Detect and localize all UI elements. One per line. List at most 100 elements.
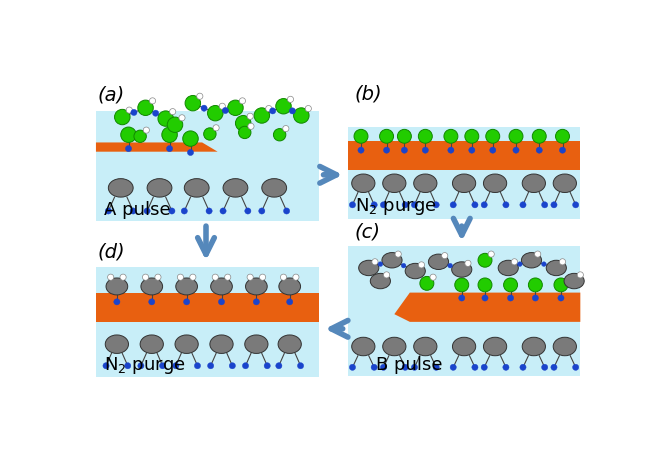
Circle shape	[354, 129, 368, 143]
Ellipse shape	[370, 274, 390, 289]
Text: (d): (d)	[98, 242, 125, 261]
Circle shape	[283, 126, 289, 132]
Circle shape	[197, 93, 203, 99]
Polygon shape	[96, 142, 218, 152]
Circle shape	[459, 295, 465, 301]
Circle shape	[243, 363, 249, 369]
Text: (a): (a)	[98, 85, 125, 104]
Circle shape	[239, 98, 245, 104]
Circle shape	[173, 363, 179, 369]
Circle shape	[560, 147, 565, 153]
Ellipse shape	[223, 179, 248, 197]
Ellipse shape	[483, 174, 506, 193]
Circle shape	[532, 129, 546, 143]
Circle shape	[276, 363, 282, 369]
Ellipse shape	[522, 174, 545, 193]
Circle shape	[108, 274, 113, 280]
Circle shape	[144, 208, 150, 214]
Text: N$_2$ purge: N$_2$ purge	[355, 196, 436, 217]
Circle shape	[283, 208, 290, 214]
Circle shape	[212, 274, 218, 280]
Circle shape	[372, 259, 378, 265]
Circle shape	[554, 278, 568, 292]
Circle shape	[402, 202, 408, 208]
Circle shape	[535, 251, 541, 257]
Ellipse shape	[141, 278, 163, 295]
Circle shape	[276, 98, 291, 114]
Circle shape	[130, 208, 136, 214]
Ellipse shape	[414, 337, 437, 356]
Circle shape	[218, 299, 224, 305]
Circle shape	[293, 274, 299, 280]
Circle shape	[219, 103, 226, 109]
Circle shape	[253, 299, 260, 305]
Circle shape	[125, 146, 132, 152]
Circle shape	[120, 274, 126, 280]
Circle shape	[183, 131, 198, 146]
Ellipse shape	[210, 335, 233, 353]
Circle shape	[481, 202, 487, 208]
Circle shape	[350, 364, 356, 371]
Bar	[96, 292, 319, 322]
Circle shape	[465, 129, 479, 143]
Ellipse shape	[483, 337, 506, 356]
Circle shape	[190, 274, 196, 280]
Circle shape	[401, 263, 406, 268]
Circle shape	[384, 272, 390, 278]
Circle shape	[441, 253, 448, 259]
Circle shape	[294, 108, 309, 123]
Circle shape	[220, 208, 226, 214]
Circle shape	[444, 129, 458, 143]
Circle shape	[236, 116, 251, 131]
Ellipse shape	[278, 335, 301, 353]
Ellipse shape	[452, 262, 472, 277]
Circle shape	[551, 202, 557, 208]
Text: A pulse: A pulse	[104, 201, 171, 219]
Ellipse shape	[105, 335, 129, 353]
Circle shape	[551, 364, 557, 371]
Circle shape	[433, 202, 440, 208]
Circle shape	[239, 126, 251, 139]
Circle shape	[560, 259, 565, 265]
Circle shape	[207, 105, 223, 121]
Circle shape	[153, 110, 159, 116]
Circle shape	[419, 129, 432, 143]
Circle shape	[150, 98, 155, 104]
Circle shape	[508, 295, 514, 301]
Circle shape	[213, 125, 219, 131]
Circle shape	[384, 147, 390, 153]
Circle shape	[573, 364, 579, 371]
Circle shape	[482, 295, 488, 301]
Circle shape	[142, 274, 149, 280]
Circle shape	[450, 202, 457, 208]
Circle shape	[378, 262, 382, 267]
Ellipse shape	[106, 278, 128, 295]
Ellipse shape	[428, 254, 449, 269]
Circle shape	[167, 146, 173, 152]
Circle shape	[350, 202, 356, 208]
Circle shape	[532, 295, 539, 301]
Circle shape	[105, 208, 112, 214]
Circle shape	[420, 276, 434, 290]
Circle shape	[488, 251, 495, 257]
Circle shape	[542, 262, 546, 267]
Circle shape	[224, 274, 231, 280]
Ellipse shape	[147, 179, 172, 197]
Bar	[348, 127, 581, 219]
Circle shape	[203, 128, 216, 140]
Circle shape	[167, 117, 183, 133]
Circle shape	[465, 260, 471, 267]
Circle shape	[395, 251, 401, 257]
Circle shape	[542, 202, 548, 208]
Ellipse shape	[245, 335, 268, 353]
Ellipse shape	[522, 253, 542, 268]
Circle shape	[258, 208, 265, 214]
Circle shape	[513, 147, 519, 153]
Circle shape	[138, 100, 154, 116]
Circle shape	[380, 202, 386, 208]
Circle shape	[115, 109, 130, 125]
Circle shape	[577, 272, 583, 278]
Circle shape	[184, 299, 190, 305]
Circle shape	[573, 202, 579, 208]
Circle shape	[478, 278, 492, 292]
